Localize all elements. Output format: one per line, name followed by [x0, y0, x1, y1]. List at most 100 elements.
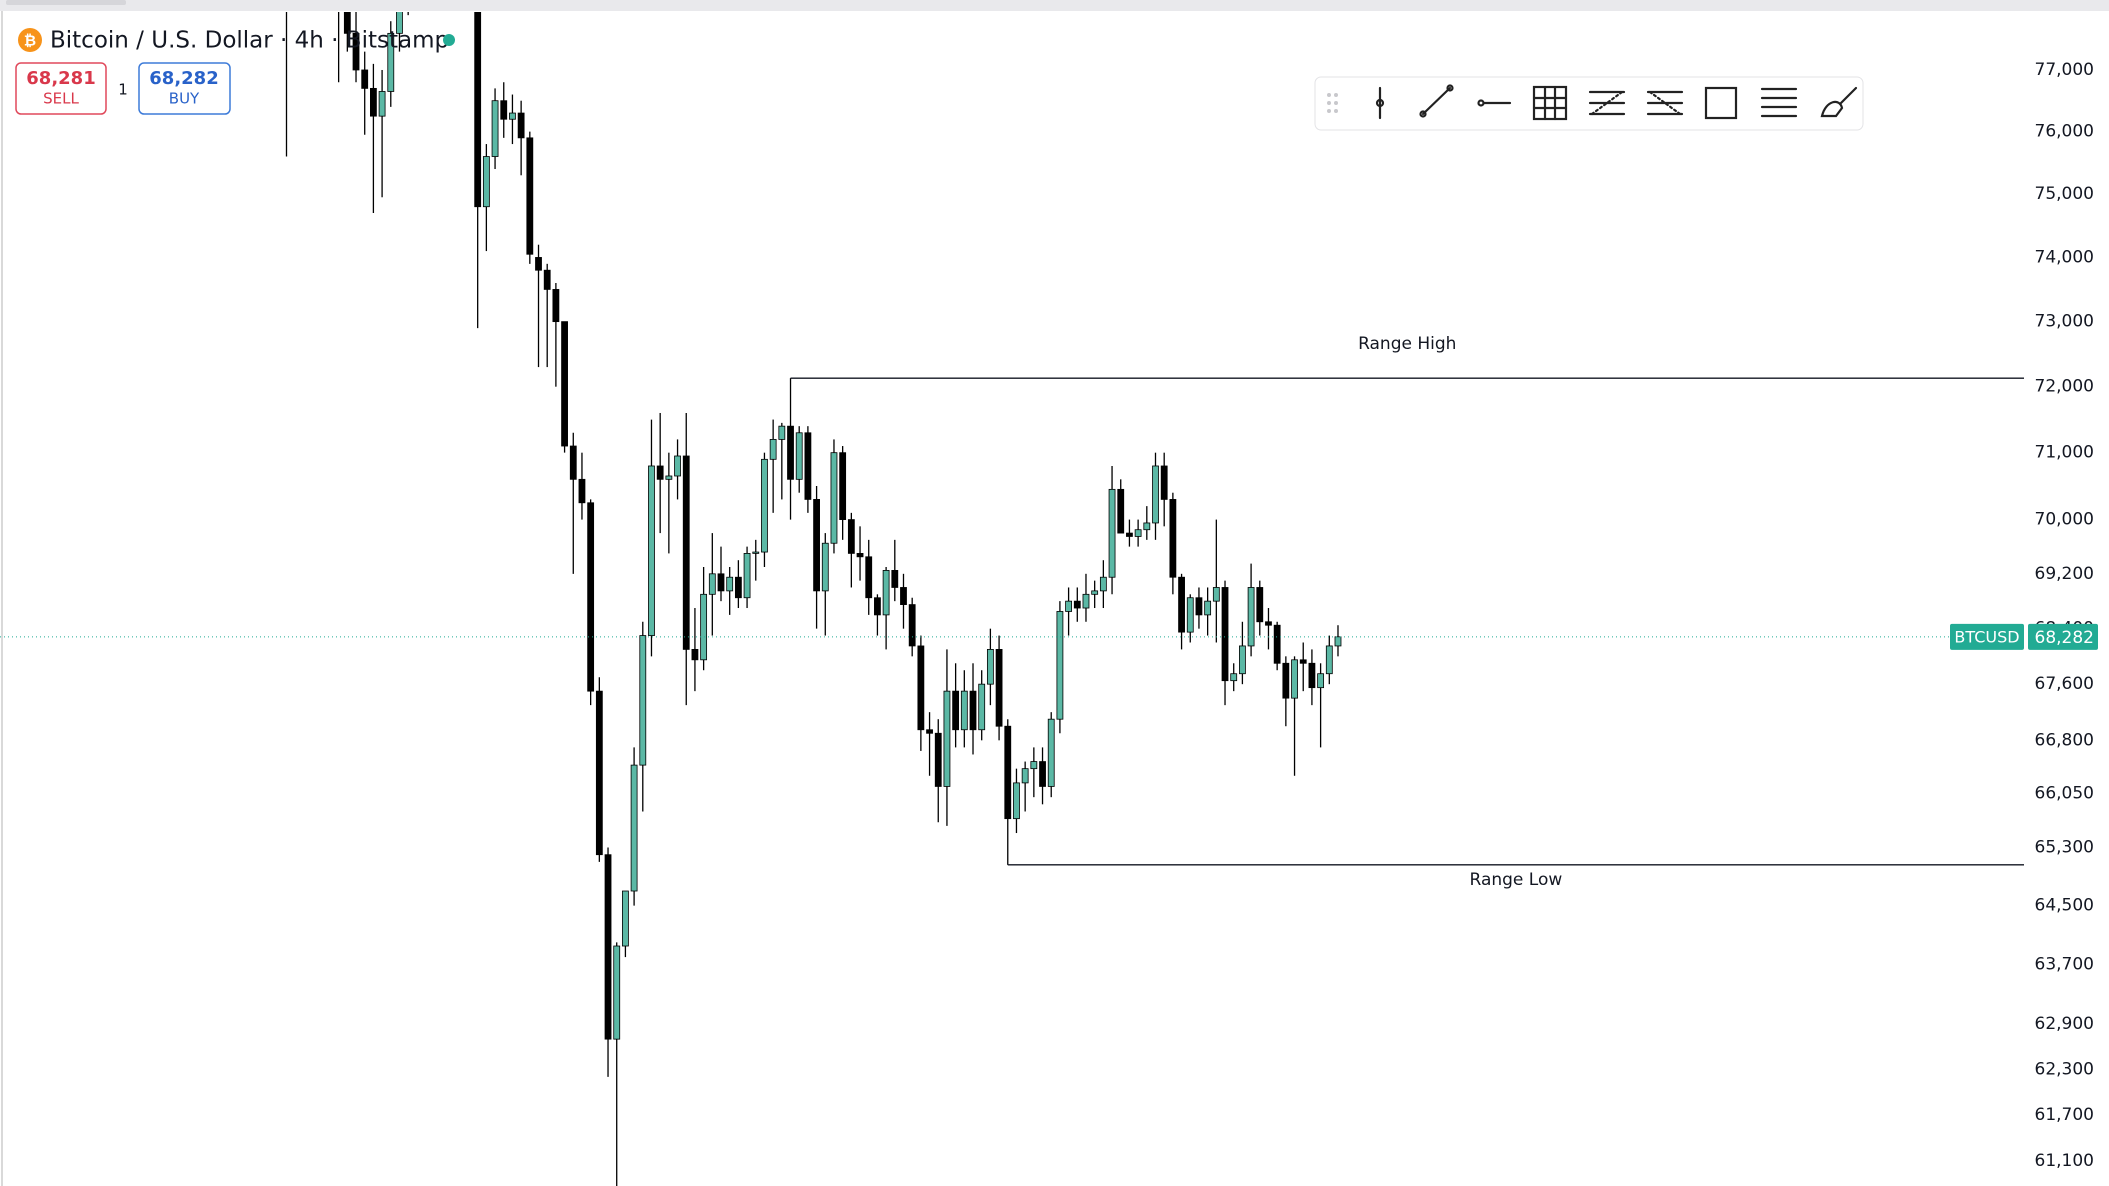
- candle-body: [778, 425, 786, 440]
- candle-body: [743, 553, 751, 599]
- candle-body: [1334, 636, 1342, 647]
- candle-body: [1282, 662, 1290, 699]
- candle-body: [1099, 576, 1107, 592]
- tab-stub: [6, 0, 126, 5]
- y-tick-label: 71,000: [2035, 443, 2094, 463]
- candle-body: [1265, 621, 1272, 626]
- drawing-toolbar: [1314, 76, 1864, 131]
- tool-fib[interactable]: [1588, 90, 1626, 116]
- btc-icon-glyph: ₿: [24, 32, 36, 50]
- candle-body: [561, 321, 568, 447]
- candle-body: [726, 576, 734, 592]
- candle-body: [656, 465, 664, 480]
- tool-rectangle[interactable]: [1704, 86, 1738, 120]
- tool-trend-line[interactable]: [1419, 84, 1454, 118]
- candle-body: [900, 587, 907, 605]
- y-tick-label: 66,800: [2035, 730, 2094, 750]
- y-tick-label: 62,900: [2035, 1014, 2094, 1034]
- y-tick-label: 73,000: [2035, 312, 2094, 332]
- candle-body: [1108, 488, 1116, 578]
- candle-body: [1004, 725, 1012, 820]
- sell-price: 68,281: [26, 68, 95, 89]
- candle-body: [535, 257, 542, 271]
- candle-body: [1247, 587, 1255, 647]
- candle-body: [543, 269, 551, 290]
- candle-body: [1126, 532, 1133, 537]
- candle-body: [978, 683, 986, 731]
- buy-price: 68,282: [149, 68, 218, 89]
- candle-body: [1065, 600, 1072, 612]
- toolbar-panel: [1314, 76, 1864, 131]
- candle-body: [1317, 673, 1325, 689]
- candle-body: [865, 556, 873, 599]
- candle-body: [630, 764, 638, 892]
- tool-horizontal-ray[interactable]: [1477, 99, 1512, 107]
- candle-body: [509, 112, 516, 120]
- candle-body: [1160, 465, 1168, 500]
- candle-body: [856, 553, 864, 558]
- candle-body: [804, 432, 812, 500]
- tool-grid[interactable]: [1532, 85, 1568, 121]
- candle-body: [526, 137, 534, 255]
- y-tick-label: 63,700: [2035, 954, 2094, 974]
- price-axis: 77,000 76,000 75,000 74,000 73,000 72,000 71,0…: [2035, 60, 2094, 1171]
- candle-body: [622, 890, 629, 947]
- sell-button[interactable]: [15, 62, 107, 115]
- price-tag-label: 68,282: [2035, 628, 2094, 648]
- candle-body: [1299, 659, 1307, 664]
- candle-body: [1256, 587, 1264, 623]
- candle-body: [1013, 782, 1020, 820]
- candle-body: [1056, 611, 1064, 720]
- range-label: Range Low: [1470, 870, 1563, 890]
- candle-body: [752, 551, 760, 554]
- range-label: Range High: [1358, 334, 1456, 354]
- candle-body: [1291, 659, 1298, 699]
- y-tick-label: 70,000: [2035, 510, 2094, 530]
- candle-body: [578, 478, 586, 504]
- candle-body: [552, 289, 560, 323]
- symbol-tag: [1950, 623, 2024, 650]
- candle-body: [1039, 761, 1046, 787]
- tool-fib-channel[interactable]: [1646, 90, 1684, 116]
- candle-body: [734, 576, 742, 599]
- candle-body: [1152, 465, 1159, 524]
- tool-vertical-line[interactable]: [1375, 86, 1385, 120]
- candle-body: [482, 156, 490, 208]
- candle-body: [682, 455, 690, 650]
- candle-body: [1021, 768, 1029, 784]
- candle-body: [1030, 761, 1038, 770]
- symbol-tag-label: BTCUSD: [1954, 627, 2019, 646]
- candle-body: [821, 542, 829, 592]
- candle-body: [396, 12, 403, 34]
- candle-body: [674, 455, 681, 477]
- toolbar-grip: [1327, 93, 1338, 113]
- candle-body: [639, 635, 647, 766]
- candle-body: [1273, 624, 1281, 664]
- candle-body: [813, 499, 820, 592]
- candle-body: [917, 645, 925, 731]
- buy-button[interactable]: [138, 62, 231, 115]
- candle-body: [361, 69, 369, 89]
- candle-body: [908, 604, 916, 647]
- y-tick-label: 72,000: [2035, 377, 2094, 397]
- sell-label: SELL: [43, 90, 79, 108]
- candle-body: [1091, 590, 1099, 595]
- quantity: 1: [118, 81, 128, 99]
- candle-body: [378, 91, 386, 117]
- tool-lines[interactable]: [1760, 87, 1798, 118]
- header: ₿ Bitcoin / U.S. Dollar · 4h · Bitstamp …: [15, 28, 455, 115]
- candle-body: [717, 573, 725, 592]
- candle-body: [500, 100, 508, 120]
- price-tag: [2028, 623, 2098, 650]
- tool-brush[interactable]: [1820, 86, 1858, 118]
- candle-body: [1169, 499, 1177, 578]
- y-tick-label: 74,000: [2035, 247, 2094, 267]
- candle-body: [613, 945, 621, 1040]
- candle-body: [1221, 587, 1229, 682]
- candle-body: [769, 439, 777, 460]
- candle-body: [665, 475, 673, 480]
- candle-body: [934, 732, 942, 787]
- candle-body: [1239, 645, 1246, 675]
- candle-body: [986, 649, 994, 685]
